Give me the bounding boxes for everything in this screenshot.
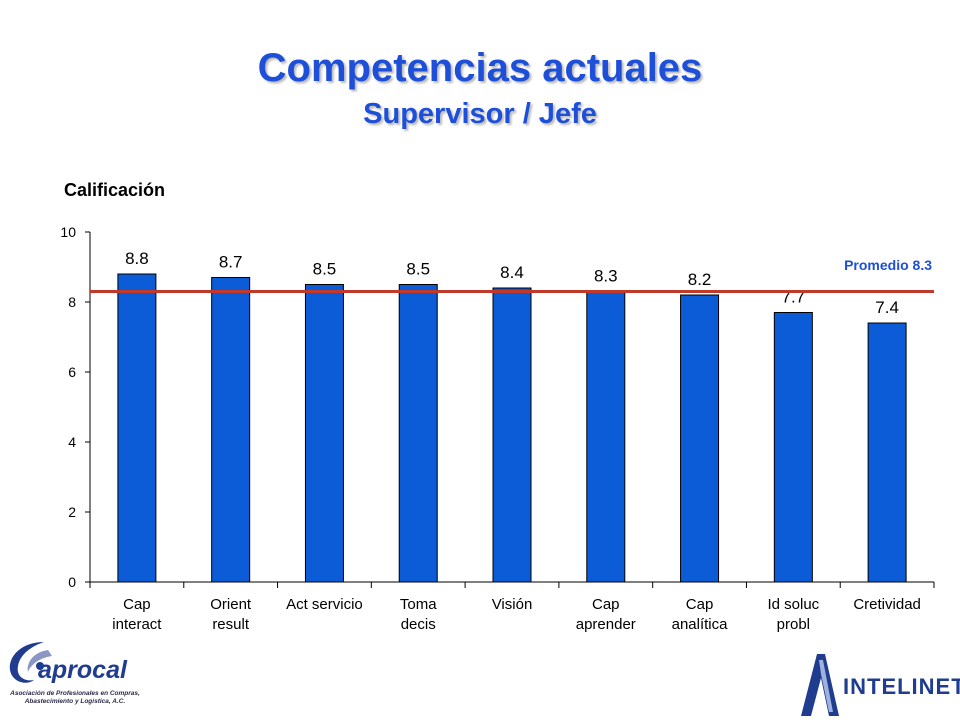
bar xyxy=(680,294,720,583)
bar xyxy=(211,277,251,583)
average-label: Promedio 8.3 xyxy=(844,257,932,273)
bar xyxy=(492,287,532,583)
data-label: 8.3 xyxy=(594,267,618,286)
data-label: 8.8 xyxy=(125,249,149,268)
x-tick-label: Cap xyxy=(592,596,620,613)
y-tick-label: 6 xyxy=(68,364,76,380)
y-tick-label: 8 xyxy=(68,294,76,310)
x-tick-label: Cap xyxy=(123,596,151,613)
x-tick-label: analítica xyxy=(672,616,729,633)
y-tick-label: 2 xyxy=(68,504,76,520)
bar xyxy=(773,312,813,583)
x-tick-label: Visión xyxy=(492,596,533,613)
x-tick-label: Orient xyxy=(210,596,252,613)
x-tick-label: Toma xyxy=(400,596,437,613)
data-label: 8.5 xyxy=(313,260,337,279)
page-title: Competencias actuales xyxy=(257,46,703,90)
x-tick-label: Id soluc xyxy=(767,596,819,613)
aprocal-wordmark: aprocal xyxy=(38,656,127,684)
intelinet-arrow-icon xyxy=(801,654,839,716)
intelinet-wordmark: INTELINET xyxy=(843,674,960,699)
bar xyxy=(398,284,438,583)
data-label: 8.7 xyxy=(219,253,243,272)
data-label: 7.4 xyxy=(875,298,899,317)
x-tick-label: result xyxy=(212,616,250,633)
bar-chart: Calificación 0 2 4 6 8 10 8.8 Cap interact 8.7 Orie… xyxy=(60,180,935,633)
x-tick-label: decis xyxy=(401,616,436,633)
bar xyxy=(586,291,626,583)
x-tick-label: aprender xyxy=(576,616,636,633)
aprocal-tagline: Asociación de Profesionales en Compras, … xyxy=(10,690,140,705)
bar xyxy=(867,322,907,583)
x-tick-label: probl xyxy=(777,616,810,633)
x-tick-label: Cretividad xyxy=(853,596,921,613)
y-tick-label: 4 xyxy=(68,434,76,450)
bar xyxy=(304,284,344,583)
intelinet-logo: INTELINET xyxy=(795,652,960,718)
y-tick-label: 0 xyxy=(68,574,76,590)
aprocal-logo: aprocal Asociación de Profesionales en C… xyxy=(4,636,144,716)
page-subtitle: Supervisor / Jefe xyxy=(363,98,597,130)
y-tick-label: 10 xyxy=(60,224,76,240)
data-label: 8.5 xyxy=(406,260,430,279)
data-label: 8.2 xyxy=(688,270,712,289)
bar xyxy=(117,273,157,583)
aprocal-swirl-icon xyxy=(9,642,52,683)
y-axis-label: Calificación xyxy=(64,180,165,200)
x-tick-label: Cap xyxy=(686,596,714,613)
x-tick-label: interact xyxy=(112,616,162,633)
x-tick-label: Act servicio xyxy=(286,596,363,613)
data-label: 8.4 xyxy=(500,263,524,282)
